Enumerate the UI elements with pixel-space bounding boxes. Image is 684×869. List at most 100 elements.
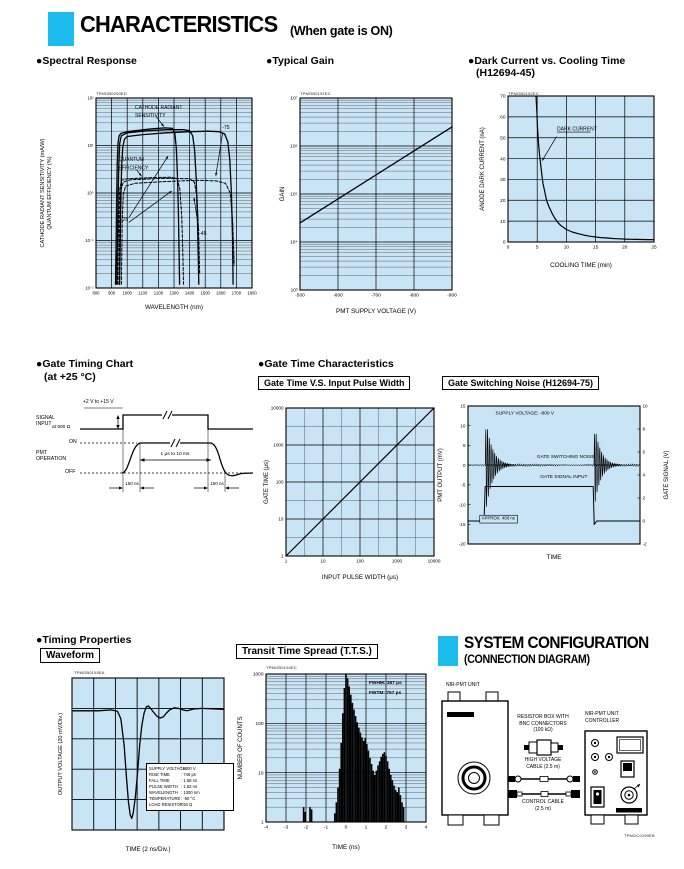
control-cable-label-line1: CONTROL CABLE (521, 799, 565, 805)
svg-text:2: 2 (643, 496, 646, 501)
controller-label-line1: NIR-PMT UNIT (585, 711, 619, 717)
dark-current-plot: 0 5 10 15 20 25 0 10 20 30 40 50 60 70 DARK CURRENT (500, 94, 657, 251)
svg-text:1: 1 (285, 559, 288, 564)
svg-text:10: 10 (643, 404, 649, 409)
heading-spectral-response: ●Spectral Response (36, 55, 137, 67)
svg-text:30: 30 (500, 177, 506, 183)
svg-text:0: 0 (643, 519, 646, 524)
timing-500ohm-label: at 500 Ω (52, 425, 71, 430)
svg-text:100: 100 (356, 559, 364, 564)
svg-text:5: 5 (463, 443, 466, 448)
waveform-condition-row: FALL TIME: 1.58 ns (149, 777, 198, 783)
heading-gate-timing-chart: ●Gate Timing Chart (36, 358, 134, 370)
svg-text:8: 8 (643, 427, 646, 432)
svg-text:1200: 1200 (154, 291, 164, 296)
svg-text:1600: 1600 (216, 291, 226, 296)
tts-plot: -4 -3 -2 -1 0 1 2 3 4 1000 100 10 1 FWHM: 367 ps FWTM:… (253, 672, 428, 831)
svg-text:-900: -900 (447, 293, 457, 299)
svg-text:10²: 10² (87, 96, 94, 101)
timing-range-label: 1 μs to 10 ms (160, 452, 190, 457)
heading-dark-current-line2: (H12694-45) (476, 67, 535, 79)
nir-pmt-unit-drawing (441, 691, 509, 826)
svg-text:-4: -4 (264, 825, 269, 831)
spectral-y-axis-label-line2: QUANTUM EFFICIENCY (%) (46, 156, 53, 230)
timing-signal-input-label: SIGNAL INPUT (36, 415, 55, 427)
noise-left-y-axis-label: PMT OUTPUT (mV) (438, 448, 444, 502)
hv-cable-label-line1: HIGH VOLTAGE (524, 757, 562, 763)
svg-text:-700: -700 (371, 293, 381, 299)
svg-text:-2: -2 (304, 825, 309, 831)
svg-text:-2: -2 (643, 542, 648, 547)
dark-current-chart: 0 5 10 15 20 25 0 10 20 30 40 50 60 70 DARK CURRENT TP… (468, 80, 684, 290)
svg-text:25: 25 (651, 245, 657, 251)
gate-time-plot: 1 10 100 1000 10000 10000 1000 100 10 1 (271, 406, 441, 564)
svg-text:-500: -500 (295, 293, 305, 299)
timing-off-label: OFF (65, 468, 76, 475)
gain-y-axis-label: GAIN (280, 186, 286, 202)
svg-text:800: 800 (93, 291, 101, 296)
svg-text:1: 1 (281, 554, 284, 559)
spectral-x-axis-label: WAVELENGTH (nm) (144, 304, 204, 311)
gate-time-chart: 1 10 100 1000 10000 10000 1000 100 10 1 INPUT PUL… (254, 396, 444, 596)
noise-right-y-axis-label: GATE SIGNAL (V) (664, 450, 670, 500)
svg-text:-25: -25 (121, 217, 128, 223)
chart-code: TPMOB0194EC (266, 665, 297, 670)
heading-timing-properties: ●Timing Properties (36, 634, 132, 646)
controller-label: NIR-PMT UNIT CONTROLLER (585, 711, 655, 724)
gate-timing-waveforms (80, 407, 254, 492)
chart-code: TPMOB0192EC (508, 91, 539, 96)
svg-text:0: 0 (463, 463, 466, 468)
svg-text:1100: 1100 (138, 291, 148, 296)
svg-text:DARK CURRENT: DARK CURRENT (557, 126, 597, 132)
timing-150ns-right-label: 150 ns (210, 481, 224, 486)
svg-text:2: 2 (385, 825, 388, 831)
control-cable-label: CONTROL CABLE (2.5 m) (513, 799, 573, 812)
spectral-response-plot: 800 900 1000 1100 1200 1300 1400 1500 1600 1700 18… (85, 96, 257, 296)
typical-gain-chart: -500 -600 -700 -800 -900 10⁷ 10⁶ 10⁵ 10⁴ 10³ TPMO… (264, 80, 468, 330)
system-subtitle: (CONNECTION DIAGRAM) (464, 654, 590, 666)
gate-time-x-axis-label: INPUT PULSE WIDTH (μs) (321, 574, 399, 581)
heading-dark-current-line1: ●Dark Current vs. Cooling Time (468, 55, 626, 67)
waveform-y-axis-label: OUTPUT VOLTAGE (20 mV/Div.) (58, 712, 64, 796)
svg-text:SENSITIVITY: SENSITIVITY (135, 113, 166, 119)
svg-text:1800: 1800 (247, 291, 257, 296)
timing-150ns-left-label: 150 ns (125, 481, 139, 486)
heading-gate-timing-temp: (at +25 °C) (44, 371, 96, 383)
hamamatsu-brand-strip (616, 808, 642, 813)
heading-typical-gain: ●Typical Gain (266, 55, 334, 67)
svg-text:QUANTUM: QUANTUM (119, 157, 144, 163)
controller-drawing (584, 730, 648, 825)
svg-text:10⁰: 10⁰ (87, 191, 94, 196)
svg-text:10⁷: 10⁷ (290, 96, 297, 102)
svg-text:APPROX. 400 ns: APPROX. 400 ns (482, 516, 515, 521)
svg-text:FWHM: 367 ps: FWHM: 367 ps (369, 680, 402, 686)
svg-text:100: 100 (255, 721, 263, 727)
svg-text:100: 100 (276, 480, 284, 485)
svg-text:10³: 10³ (291, 288, 298, 294)
waveform-chart: TPMOB0193EA TIME (2 ns/Div.) OUTPUT VOLT… (34, 668, 234, 863)
svg-text:50: 50 (500, 135, 506, 141)
svg-text:1500: 1500 (201, 291, 211, 296)
svg-text:10000: 10000 (428, 559, 441, 564)
svg-text:10⁴: 10⁴ (290, 240, 297, 246)
svg-text:1000: 1000 (392, 559, 403, 564)
svg-text:0: 0 (503, 240, 506, 246)
svg-text:10¹: 10¹ (87, 143, 94, 148)
svg-text:0: 0 (345, 825, 348, 831)
svg-text:1400: 1400 (185, 291, 195, 296)
waveform-x-axis-label: TIME (2 ns/Div.) (125, 846, 171, 853)
svg-text:-3: -3 (284, 825, 289, 831)
svg-text:10000: 10000 (271, 406, 284, 411)
dark-x-axis-label: COOLING TIME (min) (550, 262, 612, 269)
nir-pmt-unit-label: NIR-PMT UNIT (446, 682, 480, 688)
svg-text:0: 0 (507, 245, 510, 251)
tts-x-axis-label: TIME (ns) (332, 844, 360, 851)
svg-text:60: 60 (500, 115, 506, 121)
svg-text:-45: -45 (199, 231, 206, 237)
svg-text:1000: 1000 (273, 443, 284, 448)
svg-text:-75: -75 (222, 125, 229, 131)
waveform-condition-row: SUPPLY VOLTAGE: -800 V (149, 765, 196, 771)
svg-text:5: 5 (536, 245, 539, 251)
resistor-box-label-line2: BNC CONNECTORS (519, 720, 567, 727)
